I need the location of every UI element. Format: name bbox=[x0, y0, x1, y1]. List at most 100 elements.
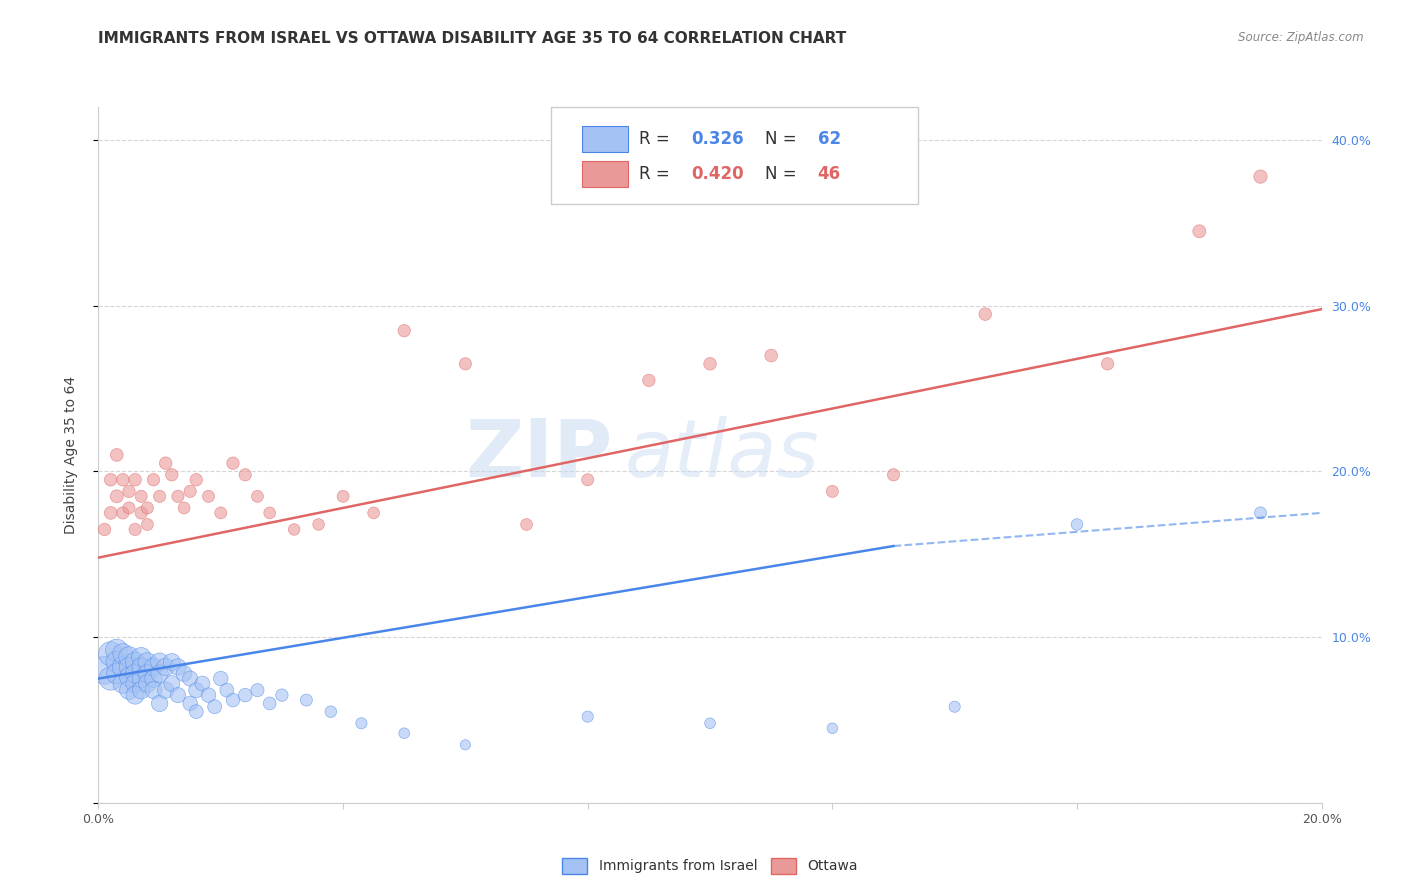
Point bbox=[295, 693, 318, 707]
Point bbox=[186, 473, 208, 487]
Point bbox=[105, 489, 128, 503]
Text: 0.326: 0.326 bbox=[692, 130, 744, 148]
FancyBboxPatch shape bbox=[551, 107, 918, 204]
Point bbox=[186, 705, 208, 719]
Point bbox=[191, 676, 214, 690]
Point bbox=[124, 688, 146, 702]
Text: N =: N = bbox=[765, 165, 801, 183]
Point bbox=[759, 349, 782, 363]
Point bbox=[105, 655, 128, 669]
Text: 0.420: 0.420 bbox=[692, 165, 744, 183]
Text: N =: N = bbox=[765, 130, 801, 148]
Point bbox=[308, 517, 330, 532]
Point bbox=[136, 655, 159, 669]
Point bbox=[246, 683, 269, 698]
Point bbox=[209, 672, 232, 686]
Point bbox=[233, 467, 256, 482]
Point bbox=[160, 467, 183, 482]
Point bbox=[142, 473, 165, 487]
Point bbox=[222, 456, 245, 470]
Point bbox=[93, 523, 115, 537]
Text: R =: R = bbox=[640, 165, 675, 183]
Point bbox=[576, 709, 599, 723]
Point bbox=[160, 676, 183, 690]
Legend: Immigrants from Israel, Ottawa: Immigrants from Israel, Ottawa bbox=[557, 852, 863, 880]
Text: ZIP: ZIP bbox=[465, 416, 612, 494]
Point bbox=[454, 738, 477, 752]
Point bbox=[155, 683, 177, 698]
Point bbox=[943, 699, 966, 714]
Point bbox=[111, 647, 134, 661]
Point bbox=[118, 500, 141, 515]
Point bbox=[637, 373, 661, 387]
Point bbox=[186, 683, 208, 698]
Point bbox=[209, 506, 232, 520]
Point bbox=[111, 473, 134, 487]
Point bbox=[259, 697, 281, 711]
Point bbox=[136, 676, 159, 690]
Point bbox=[179, 672, 201, 686]
Point bbox=[1066, 517, 1088, 532]
Y-axis label: Disability Age 35 to 64: Disability Age 35 to 64 bbox=[63, 376, 77, 534]
Point bbox=[233, 688, 256, 702]
Point bbox=[160, 655, 183, 669]
Text: 62: 62 bbox=[818, 130, 841, 148]
Point bbox=[100, 647, 122, 661]
Point bbox=[974, 307, 997, 321]
Point bbox=[1249, 169, 1271, 184]
Point bbox=[129, 489, 152, 503]
Point bbox=[105, 643, 128, 657]
Point bbox=[363, 506, 385, 520]
Point bbox=[149, 489, 172, 503]
Point bbox=[576, 473, 599, 487]
Point bbox=[129, 506, 152, 520]
Point bbox=[167, 660, 190, 674]
Point bbox=[1188, 224, 1211, 238]
Point bbox=[100, 506, 122, 520]
Point bbox=[392, 324, 416, 338]
Point bbox=[392, 726, 416, 740]
Point bbox=[155, 456, 177, 470]
Point bbox=[1249, 506, 1271, 520]
Point bbox=[149, 666, 172, 681]
Point bbox=[142, 683, 165, 698]
Point bbox=[142, 672, 165, 686]
Point bbox=[350, 716, 373, 731]
Point bbox=[454, 357, 477, 371]
Point bbox=[100, 473, 122, 487]
Point bbox=[124, 666, 146, 681]
Point bbox=[136, 666, 159, 681]
Point bbox=[124, 473, 146, 487]
Point bbox=[149, 697, 172, 711]
Point bbox=[105, 448, 128, 462]
Point bbox=[124, 655, 146, 669]
Point bbox=[173, 666, 195, 681]
Point bbox=[821, 484, 844, 499]
Point bbox=[118, 670, 141, 684]
Point bbox=[111, 506, 134, 520]
Point bbox=[1097, 357, 1119, 371]
Point bbox=[204, 699, 226, 714]
Point bbox=[332, 489, 354, 503]
Point bbox=[129, 672, 152, 686]
Point bbox=[118, 484, 141, 499]
Point bbox=[136, 517, 159, 532]
Point bbox=[124, 676, 146, 690]
Point bbox=[173, 500, 195, 515]
Point bbox=[283, 523, 305, 537]
Point bbox=[270, 688, 292, 702]
FancyBboxPatch shape bbox=[582, 161, 628, 187]
Point bbox=[167, 688, 190, 702]
Text: R =: R = bbox=[640, 130, 675, 148]
Point bbox=[129, 650, 152, 665]
Point bbox=[111, 676, 134, 690]
Point bbox=[93, 663, 115, 677]
Point bbox=[179, 484, 201, 499]
Point bbox=[129, 660, 152, 674]
Point bbox=[100, 672, 122, 686]
Point bbox=[246, 489, 269, 503]
Point bbox=[136, 500, 159, 515]
Point bbox=[167, 489, 190, 503]
Point bbox=[699, 716, 721, 731]
Point bbox=[197, 489, 219, 503]
